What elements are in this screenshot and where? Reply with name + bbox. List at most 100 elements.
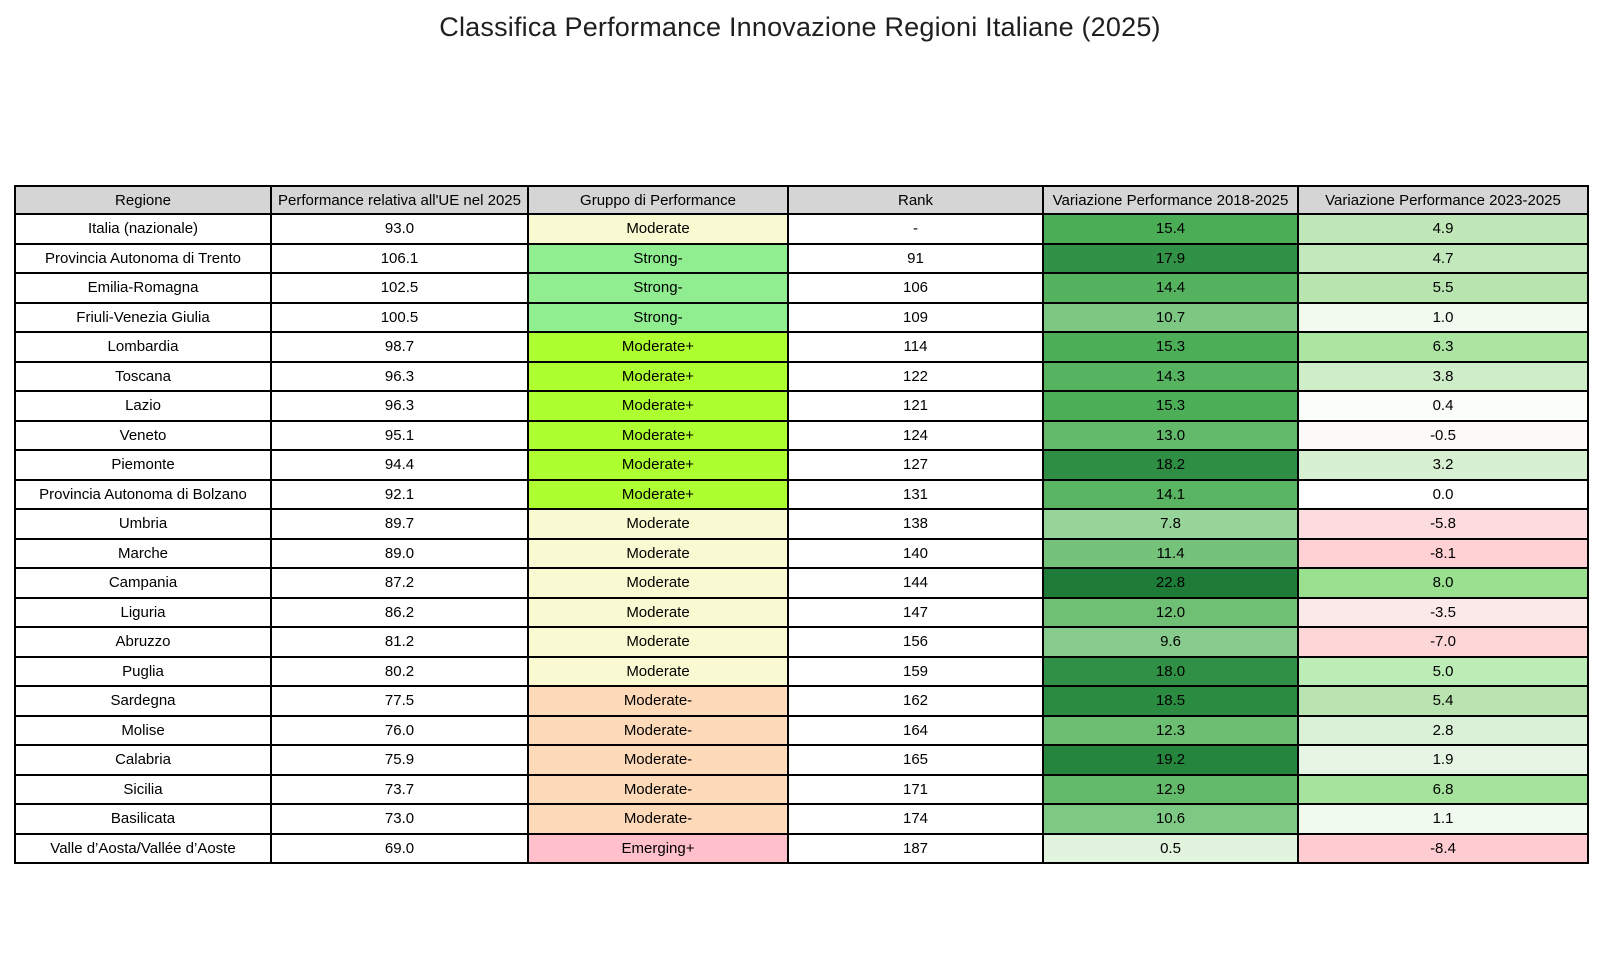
cell-rank-text: 114 xyxy=(789,333,1042,361)
cell-regione-text: Marche xyxy=(16,539,270,567)
cell-gruppo: Moderate- xyxy=(527,803,789,835)
cell-gruppo-text: Emerging+ xyxy=(529,834,787,862)
cell-rank-text: 109 xyxy=(789,303,1042,331)
cell-var-2018-2025: 12.0 xyxy=(1042,596,1299,628)
cell-var-2018-2025-text: 15.4 xyxy=(1044,215,1297,243)
cell-var-2023-2025-text: 1.9 xyxy=(1299,746,1587,774)
cell-var-2018-2025-text: 18.0 xyxy=(1044,657,1297,685)
cell-var-2023-2025: 1.1 xyxy=(1297,803,1589,835)
cell-var-2018-2025-text: 12.3 xyxy=(1044,716,1297,744)
cell-var-2018-2025: 22.8 xyxy=(1042,567,1299,599)
table-row: Basilicata 73.0 Moderate- 174 10.6 1.1 xyxy=(14,803,1589,835)
cell-rank-text: 122 xyxy=(789,362,1042,390)
cell-regione-text: Liguria xyxy=(16,598,270,626)
cell-performance-text: 77.5 xyxy=(272,687,527,715)
cell-var-2018-2025-text: 17.9 xyxy=(1044,244,1297,272)
cell-var-2023-2025-text: 4.7 xyxy=(1299,244,1587,272)
cell-regione: Lombardia xyxy=(14,331,272,363)
cell-var-2023-2025: 0.4 xyxy=(1297,390,1589,422)
cell-var-2018-2025: 17.9 xyxy=(1042,242,1299,274)
cell-rank: 109 xyxy=(787,301,1044,333)
cell-rank: 187 xyxy=(787,832,1044,864)
cell-var-2018-2025: 14.4 xyxy=(1042,272,1299,304)
cell-var-2023-2025: 5.4 xyxy=(1297,685,1589,717)
cell-var-2018-2025-text: 19.2 xyxy=(1044,746,1297,774)
cell-performance-text: 94.4 xyxy=(272,451,527,479)
column-header-label: Rank xyxy=(789,187,1042,213)
cell-gruppo: Moderate+ xyxy=(527,360,789,392)
cell-rank-text: 174 xyxy=(789,805,1042,833)
cell-var-2023-2025: 8.0 xyxy=(1297,567,1589,599)
cell-gruppo: Moderate- xyxy=(527,744,789,776)
column-header: Gruppo di Performance xyxy=(527,185,789,215)
cell-var-2023-2025-text: 0.4 xyxy=(1299,392,1587,420)
cell-regione-text: Sardegna xyxy=(16,687,270,715)
cell-regione: Lazio xyxy=(14,390,272,422)
cell-var-2023-2025: -7.0 xyxy=(1297,626,1589,658)
cell-var-2023-2025: -5.8 xyxy=(1297,508,1589,540)
cell-regione: Piemonte xyxy=(14,449,272,481)
cell-gruppo-text: Moderate xyxy=(529,510,787,538)
cell-performance-text: 75.9 xyxy=(272,746,527,774)
cell-performance: 96.3 xyxy=(270,390,529,422)
cell-gruppo: Moderate- xyxy=(527,714,789,746)
cell-rank: 162 xyxy=(787,685,1044,717)
cell-var-2018-2025-text: 9.6 xyxy=(1044,628,1297,656)
cell-rank: 127 xyxy=(787,449,1044,481)
cell-gruppo-text: Strong- xyxy=(529,244,787,272)
cell-var-2023-2025: 0.0 xyxy=(1297,478,1589,510)
cell-performance-text: 106.1 xyxy=(272,244,527,272)
cell-performance: 98.7 xyxy=(270,331,529,363)
cell-var-2018-2025-text: 22.8 xyxy=(1044,569,1297,597)
cell-regione: Puglia xyxy=(14,655,272,687)
cell-var-2023-2025: 4.9 xyxy=(1297,213,1589,245)
cell-rank: 138 xyxy=(787,508,1044,540)
cell-var-2023-2025: -8.4 xyxy=(1297,832,1589,864)
cell-rank: 122 xyxy=(787,360,1044,392)
cell-var-2023-2025-text: 4.9 xyxy=(1299,215,1587,243)
cell-var-2018-2025: 19.2 xyxy=(1042,744,1299,776)
cell-var-2023-2025-text: 6.3 xyxy=(1299,333,1587,361)
cell-gruppo: Strong- xyxy=(527,301,789,333)
cell-regione-text: Veneto xyxy=(16,421,270,449)
cell-performance-text: 95.1 xyxy=(272,421,527,449)
cell-regione-text: Toscana xyxy=(16,362,270,390)
cell-var-2018-2025: 15.3 xyxy=(1042,331,1299,363)
cell-gruppo: Moderate+ xyxy=(527,390,789,422)
column-header-label: Gruppo di Performance xyxy=(529,187,787,213)
regions-table: Regione Performance relativa all'UE nel 2… xyxy=(14,185,1589,864)
cell-regione-text: Friuli-Venezia Giulia xyxy=(16,303,270,331)
cell-rank-text: 140 xyxy=(789,539,1042,567)
cell-gruppo: Moderate xyxy=(527,655,789,687)
cell-performance-text: 93.0 xyxy=(272,215,527,243)
cell-rank: 140 xyxy=(787,537,1044,569)
column-header-label: Variazione Performance 2023-2025 xyxy=(1299,187,1587,213)
cell-regione-text: Calabria xyxy=(16,746,270,774)
cell-var-2018-2025: 0.5 xyxy=(1042,832,1299,864)
cell-performance-text: 76.0 xyxy=(272,716,527,744)
cell-regione-text: Umbria xyxy=(16,510,270,538)
cell-performance-text: 98.7 xyxy=(272,333,527,361)
cell-gruppo-text: Strong- xyxy=(529,274,787,302)
cell-gruppo: Moderate+ xyxy=(527,478,789,510)
cell-var-2023-2025: 4.7 xyxy=(1297,242,1589,274)
cell-gruppo-text: Moderate xyxy=(529,539,787,567)
cell-rank: 131 xyxy=(787,478,1044,510)
cell-var-2023-2025-text: -5.8 xyxy=(1299,510,1587,538)
cell-regione: Campania xyxy=(14,567,272,599)
cell-var-2023-2025: 1.9 xyxy=(1297,744,1589,776)
cell-var-2018-2025-text: 11.4 xyxy=(1044,539,1297,567)
cell-gruppo-text: Moderate+ xyxy=(529,421,787,449)
cell-rank: 165 xyxy=(787,744,1044,776)
cell-performance: 73.7 xyxy=(270,773,529,805)
cell-regione-text: Molise xyxy=(16,716,270,744)
cell-gruppo-text: Moderate+ xyxy=(529,362,787,390)
cell-gruppo-text: Moderate- xyxy=(529,716,787,744)
table-row: Calabria 75.9 Moderate- 165 19.2 1.9 xyxy=(14,744,1589,776)
cell-rank: - xyxy=(787,213,1044,245)
cell-rank-text: 187 xyxy=(789,834,1042,862)
cell-performance: 77.5 xyxy=(270,685,529,717)
cell-gruppo: Moderate xyxy=(527,508,789,540)
cell-regione: Valle d’Aosta/Vallée d’Aoste xyxy=(14,832,272,864)
cell-performance: 80.2 xyxy=(270,655,529,687)
